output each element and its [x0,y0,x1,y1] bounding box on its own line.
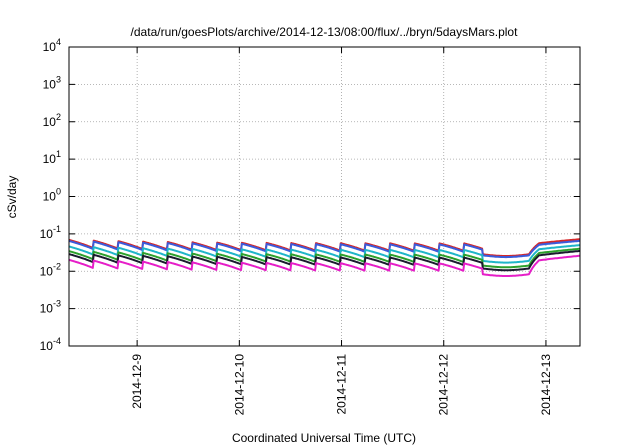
x-tick-label: 2014-12-10 [232,354,246,416]
y-tick-label: 10-2 [40,261,61,278]
chart-title: /data/run/goesPlots/archive/2014-12-13/0… [131,25,519,39]
x-tick-labels: 2014-12-9 2014-12-10 2014-12-11 2014-12-12 2… [130,354,553,416]
series-line [68,249,581,272]
x-axis-label: Coordinated Universal Time (UTC) [232,431,416,445]
y-tick-label: 101 [43,149,61,166]
x-tick-label: 2014-12-9 [130,354,144,409]
y-tick-label: 10-1 [40,224,61,241]
x-tick-label: 2014-12-12 [437,354,451,416]
x-tick-label: 2014-12-11 [335,354,349,415]
y-tick-label: 100 [43,187,61,204]
y-tick-label: 104 [43,37,61,54]
series-line [68,247,581,269]
series-line [68,244,581,264]
series-line [68,238,581,257]
grid [69,47,580,346]
axis-ticks [69,46,580,347]
y-tick-label: 10-3 [40,299,61,316]
y-tick-label: 103 [43,74,61,91]
series-line [68,239,581,259]
y-tick-label: 102 [43,112,61,129]
x-tick-label: 2014-12-13 [539,354,553,416]
y-tick-label: 10-4 [40,336,61,353]
series-line [68,254,581,277]
series-lines [68,238,581,277]
y-axis-label: cSv/day [5,176,19,219]
y-tick-labels: 10-4 10-3 10-2 10-1 100 101 102 103 104 [40,37,61,353]
